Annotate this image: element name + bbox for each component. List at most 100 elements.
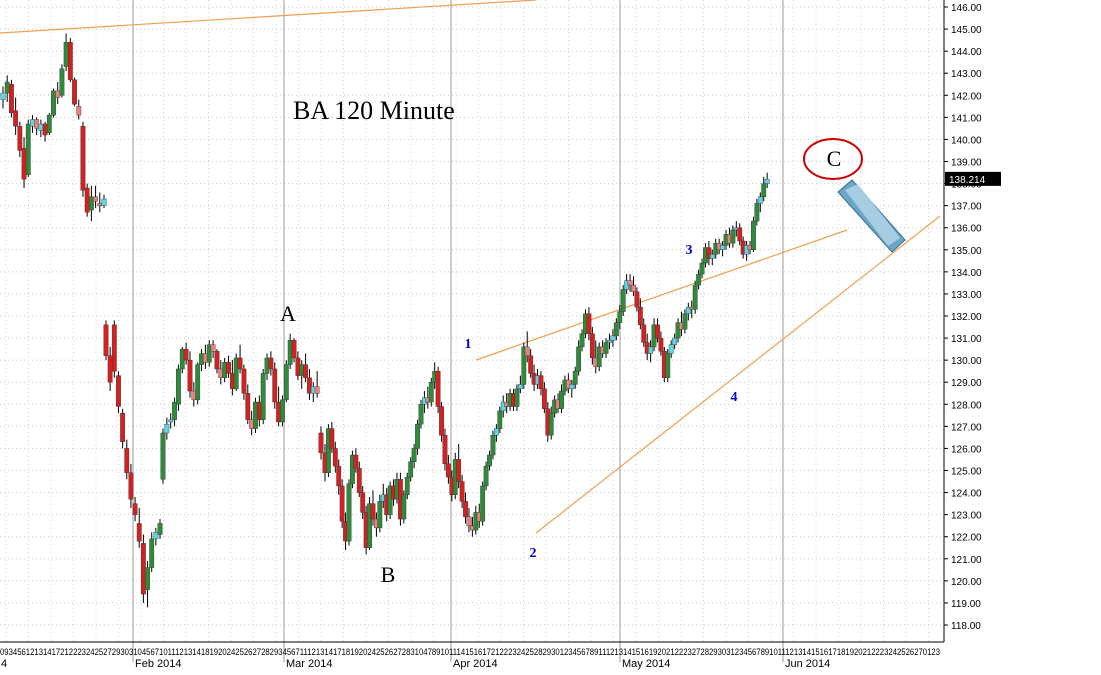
- candle: [353, 448, 359, 473]
- candle: [634, 287, 640, 312]
- candle: [658, 331, 664, 356]
- candle: [329, 421, 335, 453]
- candle-body: [149, 538, 155, 568]
- candle: [145, 560, 150, 608]
- candle-body: [493, 428, 499, 436]
- candle-body: [339, 485, 345, 522]
- candle-body: [538, 375, 544, 390]
- candle: [0, 86, 6, 109]
- candle-body: [42, 123, 48, 136]
- candle: [631, 276, 636, 297]
- annotations: BA 120 Minute A B C 1 2 3 4: [280, 96, 906, 587]
- candle: [149, 532, 155, 573]
- y-tick-label: 118.00: [951, 621, 981, 632]
- candle-body: [136, 523, 142, 542]
- candle-body: [675, 322, 681, 339]
- candle: [675, 318, 681, 343]
- candle: [88, 185, 94, 222]
- candle-body: [0, 92, 6, 100]
- candle-body: [439, 406, 444, 436]
- candle: [627, 274, 633, 292]
- candle-body: [233, 357, 239, 390]
- current-price-box: [945, 171, 1001, 186]
- candle-body: [613, 322, 619, 337]
- wave-label-4: 4: [731, 390, 738, 405]
- y-tick-label: 133.00: [951, 290, 982, 301]
- candle: [480, 481, 486, 526]
- candle-body: [34, 119, 40, 129]
- y-tick-label: 144.00: [951, 47, 982, 58]
- y-tick-label: 120.00: [951, 577, 982, 588]
- candle-body: [176, 368, 181, 405]
- y-tick-label: 143.00: [951, 69, 982, 80]
- y-tick-label: 135.00: [951, 246, 982, 257]
- candle-body: [160, 432, 166, 480]
- candle-body: [145, 567, 150, 590]
- candle: [754, 199, 760, 226]
- candle-body: [709, 253, 715, 259]
- candle: [350, 450, 355, 489]
- candle-body: [210, 344, 216, 352]
- candle-body: [627, 280, 633, 286]
- candle: [291, 338, 297, 363]
- candle: [160, 428, 166, 484]
- candle-body: [59, 68, 65, 96]
- candle: [620, 285, 626, 316]
- candle-body: [603, 342, 609, 354]
- candle-body: [195, 364, 201, 401]
- candle-body: [329, 428, 335, 449]
- candle-body: [84, 187, 90, 213]
- candle: [596, 342, 602, 372]
- x-month-label: Apr 2014: [453, 658, 498, 670]
- candle: [237, 344, 243, 374]
- x-month-label: Feb 2014: [135, 658, 181, 670]
- candles: [0, 33, 770, 608]
- candle: [442, 428, 448, 471]
- y-tick-label: 132.00: [951, 312, 982, 323]
- candle-body: [377, 501, 383, 529]
- candle: [572, 366, 578, 389]
- candle-body: [120, 412, 126, 443]
- candle: [408, 457, 414, 482]
- candle: [183, 342, 189, 365]
- candle-body: [214, 351, 220, 370]
- candle-body: [418, 404, 424, 425]
- candle: [214, 349, 220, 374]
- candle-body: [559, 390, 564, 409]
- candle-body: [428, 382, 434, 403]
- candle-body: [682, 313, 688, 330]
- candle-body: [350, 454, 355, 484]
- candle: [72, 77, 77, 107]
- candle-body: [30, 119, 35, 127]
- candle: [648, 340, 654, 363]
- wave-c-circle: [803, 138, 863, 180]
- x-month-label: 4: [1, 658, 7, 670]
- candle-body: [4, 81, 10, 94]
- candle: [699, 258, 705, 279]
- candle: [456, 444, 462, 489]
- candle-body: [658, 337, 664, 352]
- candle-body: [268, 357, 274, 370]
- candle-body: [245, 393, 251, 420]
- candle-body: [466, 516, 472, 526]
- trendline: [475, 229, 848, 361]
- candle: [445, 455, 451, 484]
- trendlines: [0, 0, 941, 534]
- candle: [548, 406, 554, 440]
- candle-body: [387, 485, 393, 515]
- candle: [586, 307, 592, 341]
- y-tick-label: 129.00: [951, 378, 982, 389]
- candle: [668, 340, 674, 358]
- candle-body: [93, 196, 98, 202]
- candle: [168, 413, 174, 429]
- axes: 146.00 145.00 144.00 143.00 142.00 141.00 140.…: [0, 0, 1001, 670]
- candle-body: [111, 324, 117, 372]
- y-tick-label: 126.00: [951, 444, 982, 455]
- candle: [487, 450, 492, 471]
- candle: [111, 320, 117, 378]
- y-tick-label: 139.00: [951, 158, 982, 169]
- candle-body: [318, 432, 324, 454]
- candle-body: [490, 434, 496, 456]
- candle-body: [157, 523, 163, 535]
